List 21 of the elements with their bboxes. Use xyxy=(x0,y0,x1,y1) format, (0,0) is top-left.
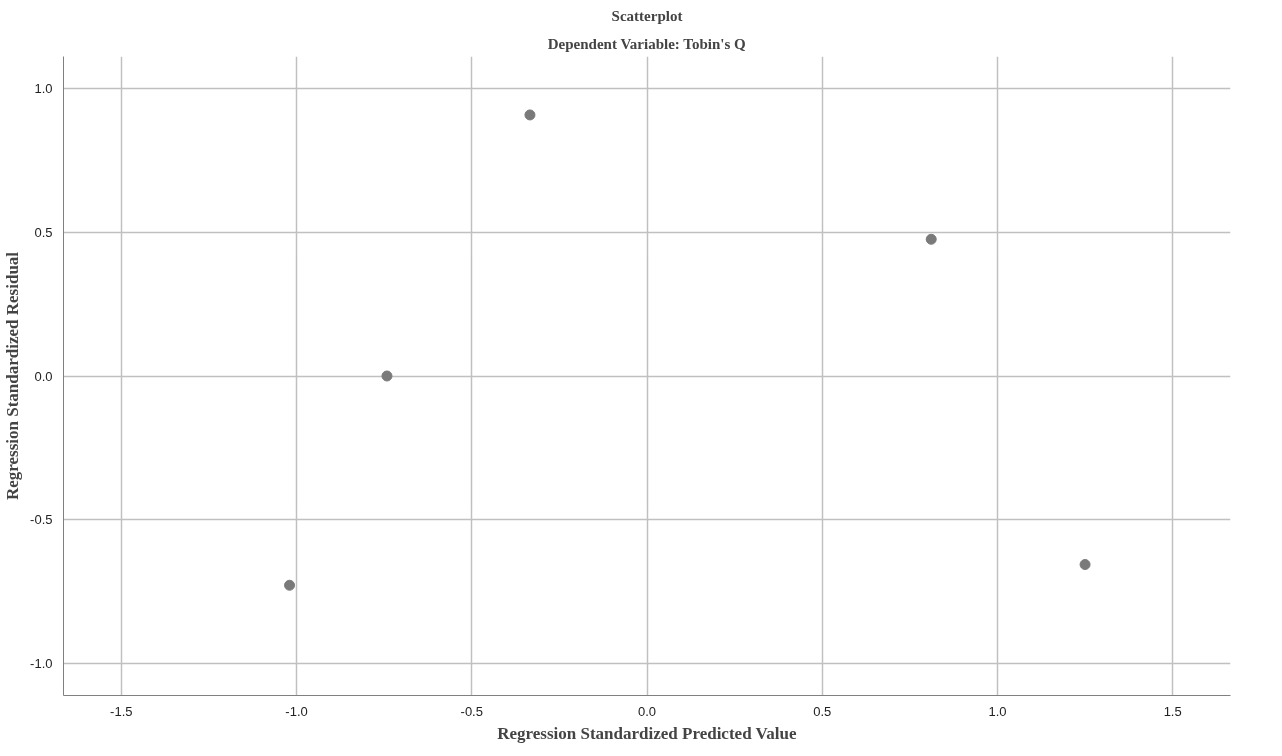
point xyxy=(1079,559,1091,571)
point xyxy=(925,233,937,245)
x-tick-label: 1.0 xyxy=(988,703,1007,719)
y-tick-label: -1.0 xyxy=(30,656,53,672)
x-tick-label: -1.0 xyxy=(285,703,308,719)
x-tick-label: 1.5 xyxy=(1163,703,1182,719)
point xyxy=(524,109,536,121)
x-axis-title: Regression Standardized Predicted Value xyxy=(497,723,797,743)
point xyxy=(381,370,393,382)
x-tick-label: 0.0 xyxy=(637,703,657,719)
chart-title: Scatterplot xyxy=(611,7,683,24)
x-tick-label: -1.5 xyxy=(110,703,133,719)
y-tick-label: -0.5 xyxy=(30,512,53,528)
x-tick-label: 0.5 xyxy=(813,703,832,719)
y-tick-label: 1.0 xyxy=(34,80,53,96)
x-tick-label: -0.5 xyxy=(460,703,483,719)
point xyxy=(284,579,296,591)
y-tick-label: 0.0 xyxy=(34,368,53,384)
chart-subtitle: Dependent Variable: Tobin's Q xyxy=(547,35,747,52)
y-tick-label: 0.5 xyxy=(34,224,53,240)
y-axis-title: Regression Standardized Residual xyxy=(3,251,23,501)
